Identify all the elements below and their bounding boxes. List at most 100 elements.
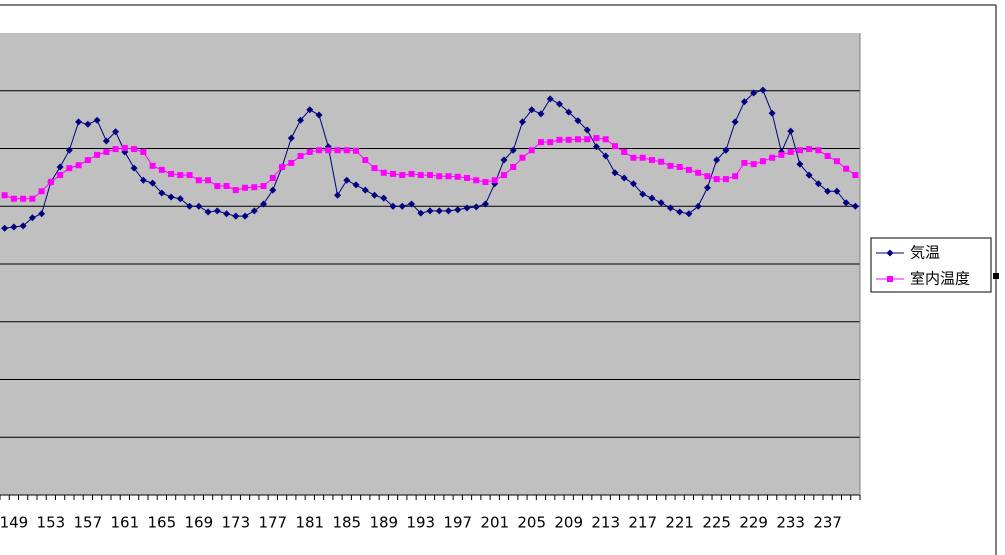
point (695, 169, 702, 176)
x-tick-label: 193 (406, 514, 435, 532)
point (93, 116, 101, 124)
point (509, 146, 517, 154)
point (750, 89, 758, 97)
point (47, 178, 54, 185)
point (768, 109, 776, 117)
point (1, 224, 9, 232)
point (648, 194, 656, 202)
point (279, 163, 286, 170)
point (602, 136, 609, 143)
point (334, 191, 342, 199)
legend-marker (886, 249, 894, 257)
point (713, 156, 721, 164)
point (427, 172, 433, 179)
point (242, 184, 249, 191)
point (334, 147, 341, 154)
point (648, 157, 655, 164)
legend-label: 気温 (910, 244, 940, 262)
point (491, 177, 498, 184)
point (546, 95, 554, 103)
point (112, 128, 120, 136)
point (833, 187, 841, 195)
point (84, 157, 91, 164)
point (398, 202, 406, 210)
point (29, 195, 36, 202)
point (444, 207, 452, 215)
point (528, 106, 536, 114)
point (584, 136, 591, 143)
point (759, 86, 767, 94)
point (740, 98, 748, 106)
point (824, 187, 832, 195)
point (620, 174, 628, 182)
point (131, 146, 138, 153)
point (537, 139, 544, 146)
point (851, 202, 859, 210)
point (1, 192, 8, 199)
point (833, 158, 840, 165)
point (805, 171, 813, 179)
point (815, 147, 822, 154)
point (408, 200, 416, 208)
point (361, 186, 369, 194)
point (519, 154, 526, 161)
x-tick-label: 161 (111, 514, 140, 532)
point (389, 202, 397, 210)
point (750, 161, 757, 168)
point (445, 173, 452, 180)
point (139, 176, 147, 184)
point (621, 148, 628, 155)
point (269, 174, 276, 181)
point (315, 111, 323, 119)
point (204, 208, 212, 216)
point (769, 154, 776, 161)
point (316, 147, 323, 154)
point (657, 199, 665, 207)
x-tick-label: 149 (0, 514, 28, 532)
x-tick-label: 177 (258, 514, 287, 532)
point (658, 158, 665, 165)
point (547, 139, 554, 146)
x-tick-label: 213 (591, 514, 620, 532)
point (20, 195, 27, 202)
point (528, 147, 535, 154)
point (500, 156, 508, 164)
point (463, 174, 470, 181)
point (676, 208, 684, 216)
point (556, 136, 563, 143)
point (481, 200, 489, 208)
point (10, 223, 18, 231)
point (611, 143, 618, 150)
point (269, 186, 277, 194)
legend-marker (887, 276, 893, 282)
point (352, 181, 360, 189)
point (177, 172, 184, 179)
point (149, 162, 156, 169)
point (288, 159, 295, 166)
point (500, 172, 507, 179)
point (66, 165, 73, 172)
point (140, 148, 147, 155)
point (10, 195, 17, 202)
point (408, 170, 415, 177)
point (472, 203, 480, 211)
point (565, 108, 573, 116)
point (787, 148, 794, 155)
point (149, 179, 157, 187)
x-tick-label: 169 (184, 514, 213, 532)
point (787, 127, 795, 135)
point (473, 177, 480, 184)
point (592, 143, 600, 151)
x-tick-label: 221 (665, 514, 694, 532)
point (759, 158, 766, 165)
point (639, 154, 646, 161)
point (94, 151, 101, 158)
point (611, 169, 619, 177)
point (84, 120, 92, 128)
x-tick-label: 225 (702, 514, 731, 532)
point (223, 183, 230, 190)
point (75, 162, 82, 169)
point (713, 176, 720, 183)
point (842, 199, 850, 207)
